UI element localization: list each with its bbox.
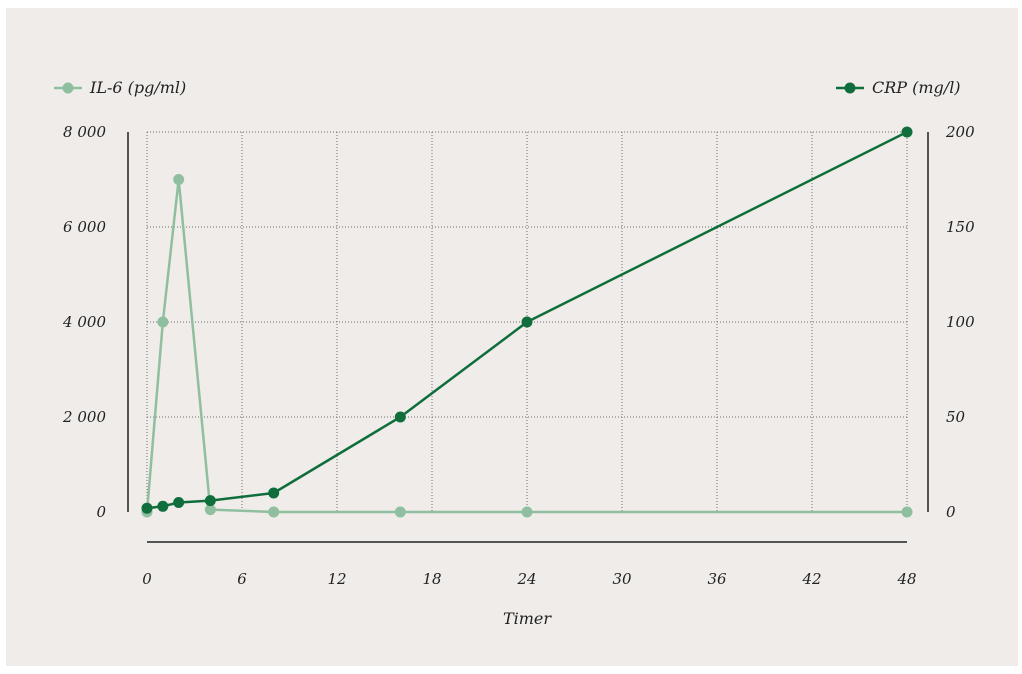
x-tick-label: 0 (142, 570, 152, 588)
x-tick-label: 48 (896, 570, 916, 588)
legend-marker (844, 82, 856, 94)
x-tick-label: 30 (612, 570, 632, 588)
data-point (157, 316, 169, 328)
axes: 0 2 000 4 000 6 000 8 000 0 50 100 150 200 0 6 12 18 2… (62, 123, 975, 628)
y-right-tick-label: 50 (946, 408, 966, 426)
data-point (521, 316, 533, 328)
y-left-tick-label: 4 000 (62, 313, 106, 331)
data-point (268, 506, 280, 518)
data-point (173, 497, 185, 508)
y-left-tick-label: 8 000 (63, 123, 106, 141)
x-tick-label: 42 (801, 570, 821, 588)
y-right-tick-label: 0 (946, 503, 956, 521)
legend-label: CRP (mg/l) (872, 78, 961, 97)
series-line (145, 178, 907, 514)
data-point (268, 487, 280, 499)
y-right-tick-label: 100 (946, 313, 975, 331)
y-left-tick-label: 2 000 (62, 408, 106, 426)
data-point (141, 502, 153, 514)
x-tick-label: 24 (516, 570, 536, 588)
y-left-tick-label: 0 (96, 503, 106, 521)
data-point (157, 500, 169, 512)
data-point (901, 126, 913, 138)
x-tick-label: 12 (327, 570, 346, 588)
x-tick-label: 36 (707, 570, 727, 588)
data-point (394, 411, 406, 423)
series (141, 126, 913, 518)
legend-item-il6: IL-6 (pg/ml) (54, 78, 186, 97)
legend-label: IL-6 (pg/ml) (89, 78, 186, 97)
x-tick-label: 6 (237, 570, 247, 588)
chart-panel: 0 2 000 4 000 6 000 8 000 0 50 100 150 200 0 6 12 18 2… (6, 8, 1018, 666)
x-tick-label: 18 (422, 570, 441, 588)
data-point (394, 506, 406, 518)
data-point (204, 504, 216, 516)
x-axis-title: Timer (503, 609, 552, 628)
line-chart: 0 2 000 4 000 6 000 8 000 0 50 100 150 200 0 6 12 18 2… (54, 78, 975, 628)
y-right-tick-label: 150 (946, 218, 975, 236)
legend-marker (62, 82, 74, 94)
data-point (901, 506, 913, 518)
data-point (173, 174, 185, 185)
y-right-tick-label: 200 (945, 123, 975, 141)
y-left-tick-label: 6 000 (63, 218, 106, 236)
series-crp (141, 126, 913, 514)
legend-item-crp: CRP (mg/l) (836, 78, 961, 97)
legend: IL-6 (pg/ml) CRP (mg/l) (54, 78, 961, 97)
data-point (521, 506, 533, 518)
data-point (204, 495, 216, 507)
